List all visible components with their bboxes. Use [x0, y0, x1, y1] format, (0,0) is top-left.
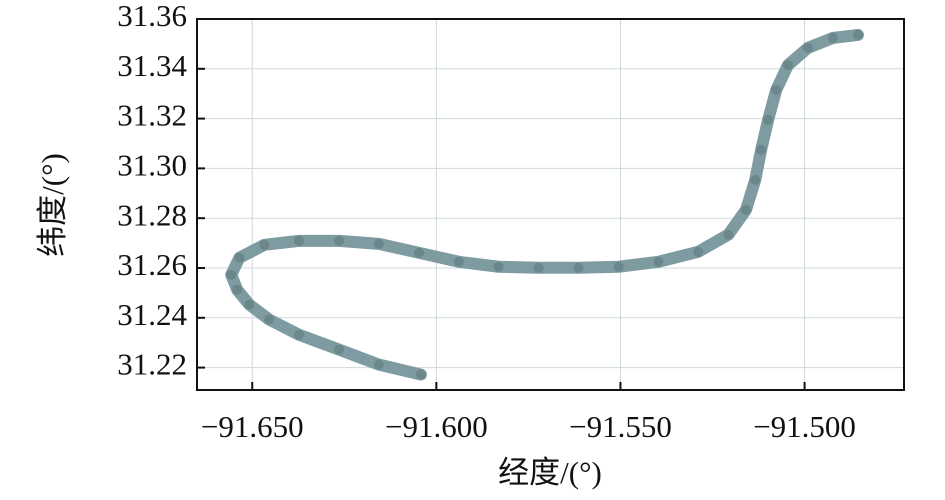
y-tick-label: 31.28: [117, 197, 187, 232]
point: [259, 239, 270, 250]
point: [783, 60, 794, 71]
point: [234, 252, 245, 263]
point: [373, 359, 384, 370]
x-tick-label: −91.650: [201, 409, 304, 444]
point: [414, 247, 425, 258]
point: [334, 344, 345, 355]
y-tick-label: 31.32: [117, 98, 187, 133]
point: [232, 284, 243, 295]
point: [802, 42, 813, 53]
point: [763, 114, 774, 125]
y-tick-label: 31.24: [117, 297, 187, 332]
point: [693, 246, 704, 257]
y-axis-label: 纬度/(°): [35, 153, 70, 257]
point: [750, 174, 761, 185]
point: [226, 269, 237, 280]
point: [533, 262, 544, 273]
point: [771, 84, 782, 95]
point: [723, 229, 734, 240]
point: [415, 369, 426, 380]
point: [334, 235, 345, 246]
point: [741, 204, 752, 215]
point: [827, 32, 838, 43]
point: [293, 329, 304, 340]
x-tick-label: −91.550: [569, 409, 672, 444]
point: [852, 29, 863, 40]
point: [573, 262, 584, 273]
y-tick-label: 31.22: [117, 347, 187, 382]
x-axis-label: 经度/(°): [498, 455, 602, 490]
point: [493, 261, 504, 272]
y-tick-label: 31.36: [117, 0, 187, 33]
x-tick-label: −91.500: [753, 409, 856, 444]
point: [244, 299, 255, 310]
plot-frame: [196, 18, 905, 391]
point: [756, 144, 767, 155]
point: [653, 256, 664, 267]
y-tick-label: 31.30: [117, 148, 187, 183]
y-tick-label: 31.26: [117, 247, 187, 282]
x-tick-label: −91.600: [385, 409, 488, 444]
point: [264, 314, 275, 325]
y-tick-label: 31.34: [117, 48, 187, 83]
point: [293, 235, 304, 246]
point: [453, 256, 464, 267]
point: [613, 261, 624, 272]
track-line: [225, 28, 864, 381]
point: [373, 238, 384, 249]
